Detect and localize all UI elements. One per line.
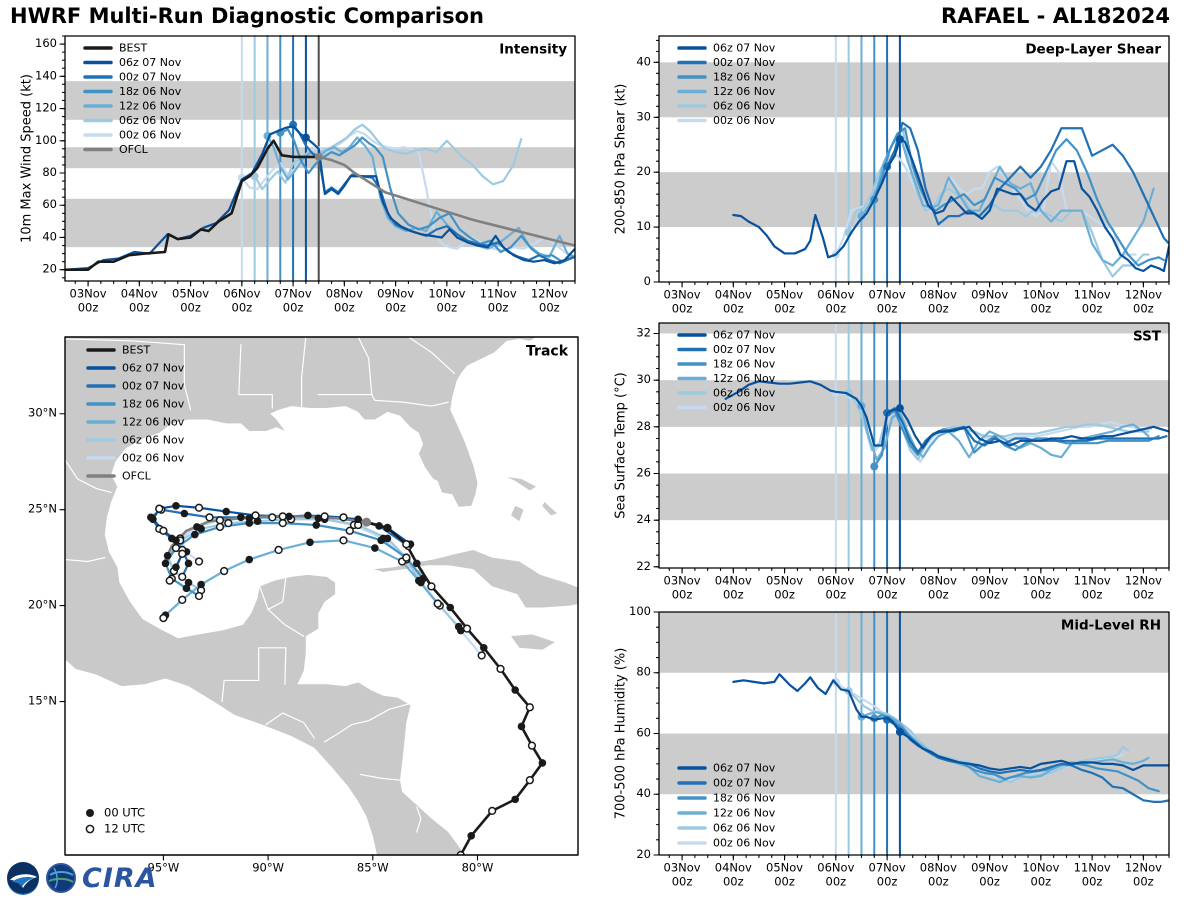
page-title: HWRF Multi-Run Diagnostic Comparison bbox=[10, 4, 485, 28]
footer-logos: CIRA bbox=[6, 858, 196, 898]
cira-globe-icon bbox=[46, 863, 76, 893]
storm-title: RAFAEL - AL182024 bbox=[941, 4, 1170, 28]
noaa-logo bbox=[7, 862, 39, 895]
cira-logo: CIRA bbox=[82, 862, 158, 894]
